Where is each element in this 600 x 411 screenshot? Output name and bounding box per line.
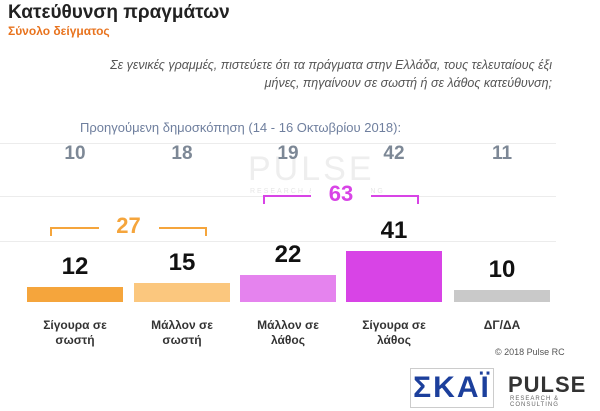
category-label: Μάλλον σε λάθος: [257, 318, 319, 347]
bar: [454, 289, 550, 302]
value-label: 10: [488, 255, 516, 283]
previous-value: 10: [64, 143, 86, 164]
separator: [0, 143, 556, 144]
bar: [134, 283, 230, 302]
bar: [27, 287, 123, 302]
value-label: 22: [274, 240, 302, 268]
previous-value: 42: [383, 143, 405, 164]
value-label: 41: [380, 216, 408, 244]
skai-logo: ΣΚΑΪ: [410, 368, 494, 408]
previous-value: 18: [171, 143, 193, 164]
value-label: 12: [61, 253, 89, 280]
pulse-tagline: RESEARCH & CONSULTING: [510, 396, 560, 408]
value-label: 15: [168, 249, 196, 277]
copyright: © 2018 Pulse RC: [495, 347, 565, 357]
bar: [240, 274, 336, 302]
previous-value: 19: [277, 143, 299, 164]
category-label: Σίγουρα σε λάθος: [362, 318, 426, 347]
previous-label: Προηγούμενη δημοσκόπηση (14 - 16 Οκτωβρί…: [80, 120, 402, 135]
chart-title: Κατεύθυνση πραγμάτων: [8, 2, 230, 23]
group-value: 63: [311, 180, 371, 207]
chart-subtitle: Σύνολο δείγματος: [8, 24, 110, 38]
separator: [0, 241, 556, 242]
category-label: Μάλλον σε σωστή: [151, 318, 213, 347]
group-value: 27: [98, 213, 159, 240]
previous-value: 11: [491, 143, 513, 164]
bar: [346, 250, 442, 302]
pulse-logo: PULSE: [508, 372, 587, 397]
category-label: ΔΓ/ΔΑ: [483, 318, 521, 332]
category-label: Σίγουρα σε σωστή: [43, 318, 107, 347]
question: Σε γενικές γραμμές, πιστεύετε ότι τα πρά…: [110, 58, 552, 90]
